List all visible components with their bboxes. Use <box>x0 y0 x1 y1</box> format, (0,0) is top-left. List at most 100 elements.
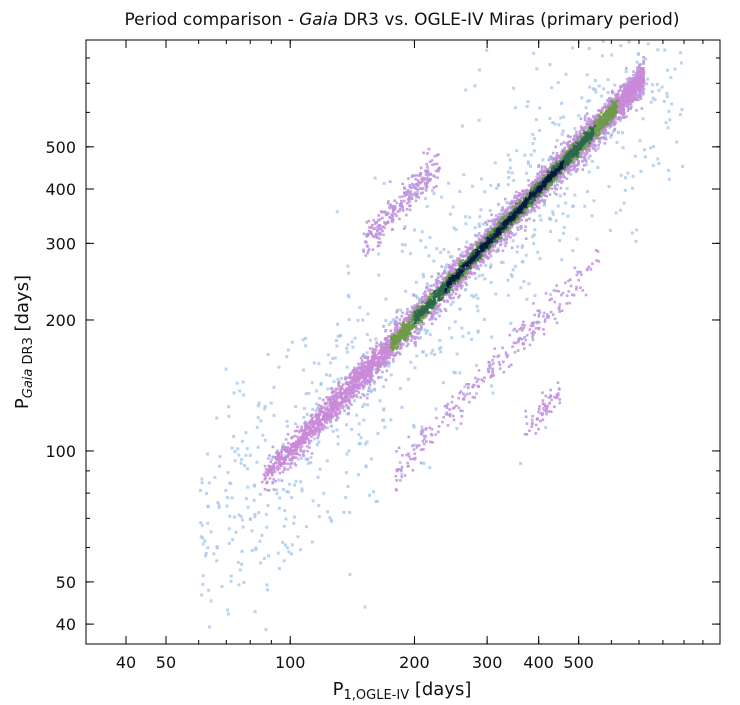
sparse-point <box>376 432 380 435</box>
sparse-point <box>240 562 244 566</box>
sparse-point <box>383 425 387 429</box>
main-sequence-point <box>619 108 622 112</box>
main-sequence-point <box>473 249 476 252</box>
main-sequence-point <box>278 460 281 464</box>
main-sequence-point <box>464 275 467 278</box>
sparse-point <box>473 84 477 88</box>
sparse-point <box>583 204 587 208</box>
main-sequence-point <box>543 167 547 170</box>
main-sequence-point <box>372 349 376 353</box>
main-sequence-point <box>474 233 477 237</box>
main-sequence-point <box>281 470 285 474</box>
sparse-point <box>325 426 329 430</box>
main-sequence-point <box>608 97 611 101</box>
main-sequence-point <box>454 292 458 296</box>
sparse-point <box>668 118 672 122</box>
sparse-point <box>519 462 523 465</box>
main-sequence-point <box>492 218 496 221</box>
main-sequence-point <box>632 73 635 77</box>
main-sequence-point <box>607 132 610 135</box>
main-sequence-point <box>446 278 449 281</box>
main-sequence-point <box>587 117 590 120</box>
sparse-point <box>317 362 321 366</box>
sparse-point <box>531 235 535 239</box>
sparse-point <box>289 552 293 556</box>
main-sequence-point <box>630 77 633 80</box>
sparse-point <box>629 104 633 108</box>
sparse-point <box>448 255 452 259</box>
main-sequence-point <box>274 479 277 483</box>
main-sequence-point <box>504 235 508 238</box>
sparse-point <box>326 510 330 514</box>
sparse-point <box>233 450 237 454</box>
main-sequence-point <box>346 376 350 380</box>
main-sequence-point <box>581 150 584 153</box>
sparse-point <box>286 490 290 494</box>
main-sequence-point <box>586 144 589 148</box>
main-sequence-point <box>430 317 433 321</box>
sparse-point <box>458 190 462 194</box>
main-sequence-point <box>608 121 612 124</box>
main-sequence-point <box>578 131 582 134</box>
main-sequence-point <box>399 344 402 348</box>
sparse-point <box>451 205 455 209</box>
main-sequence-point <box>264 471 268 474</box>
sparse-point <box>340 376 343 380</box>
main-sequence-point <box>420 296 424 299</box>
main-sequence-point <box>384 353 388 357</box>
main-sequence-point <box>526 209 529 212</box>
main-sequence-point <box>597 132 600 136</box>
main-sequence-point <box>388 361 391 365</box>
main-sequence-point <box>349 374 352 378</box>
sparse-point <box>627 40 631 44</box>
main-sequence-point <box>437 299 440 302</box>
sparse-point <box>254 546 258 550</box>
chart-title-prefix: Period comparison - <box>125 10 300 30</box>
main-sequence-point <box>574 147 578 150</box>
sparse-point <box>389 320 393 324</box>
sparse-point <box>276 551 280 555</box>
main-sequence-point <box>555 193 558 196</box>
main-sequence-point <box>414 340 417 344</box>
main-sequence-point <box>532 190 535 194</box>
main-sequence-point <box>509 236 512 239</box>
sparse-point <box>213 475 217 479</box>
sparse-point <box>536 250 540 254</box>
sparse-point <box>606 78 610 82</box>
sparse-point <box>373 176 377 180</box>
sparse-point <box>514 232 518 236</box>
main-sequence-point <box>368 378 371 382</box>
main-sequence-point <box>514 221 518 225</box>
main-sequence-point <box>641 89 644 92</box>
sparse-point <box>293 422 297 426</box>
sparse-point <box>656 48 660 52</box>
main-sequence-point <box>375 356 379 360</box>
main-sequence-point <box>318 407 321 410</box>
sparse-point <box>522 279 526 283</box>
main-sequence-point <box>534 190 538 194</box>
sparse-point <box>593 79 597 83</box>
main-sequence-point <box>433 293 437 296</box>
sparse-point <box>201 574 205 578</box>
sparse-point <box>475 392 479 396</box>
sparse-point <box>515 250 519 254</box>
main-sequence-point <box>488 219 491 223</box>
sparse-point <box>212 552 216 556</box>
main-sequence-point <box>586 151 589 155</box>
sparse-point <box>558 194 562 198</box>
sparse-point <box>283 454 287 458</box>
main-sequence-point <box>522 193 525 197</box>
sparse-point <box>322 491 326 495</box>
main-sequence-point <box>627 101 631 104</box>
main-sequence-point <box>336 408 340 412</box>
sparse-point <box>614 211 618 215</box>
sparse-point <box>290 496 294 500</box>
main-sequence-point <box>497 203 500 206</box>
main-sequence-point <box>461 278 465 281</box>
main-sequence-point <box>382 360 386 364</box>
sparse-point <box>317 504 321 507</box>
main-sequence-point <box>448 286 451 290</box>
main-sequence-point <box>503 231 507 234</box>
main-sequence-point <box>385 340 389 343</box>
sparse-point <box>468 215 472 219</box>
